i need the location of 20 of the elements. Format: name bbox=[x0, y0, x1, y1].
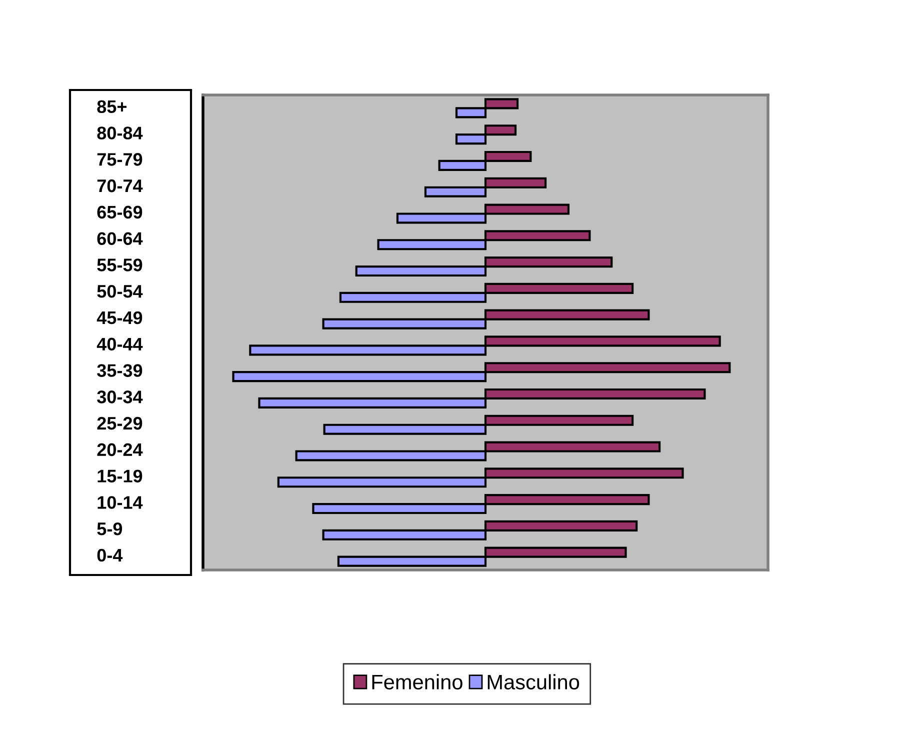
y-tick-label: 60-64 bbox=[97, 232, 143, 245]
legend-label: Femenino bbox=[372, 674, 462, 690]
y-tick-label: 65-69 bbox=[97, 206, 142, 219]
y-tick-label: 25-29 bbox=[97, 416, 142, 430]
y-tick-label: 50-54 bbox=[97, 284, 143, 298]
y-tick-label: 15-19 bbox=[98, 470, 142, 482]
y-tick-label: 45-49 bbox=[96, 311, 142, 324]
y-tick-label: 70-74 bbox=[97, 179, 143, 192]
y-tick-label: 75-79 bbox=[97, 153, 142, 166]
y-tick-label: 20-24 bbox=[97, 443, 143, 456]
y-tick-label: 0-4 bbox=[97, 548, 123, 562]
y-tick-label: 10-14 bbox=[98, 496, 143, 509]
y-tick-label: 35-39 bbox=[97, 364, 142, 377]
legend-label: Masculino bbox=[488, 674, 580, 690]
y-tick-label: 55-59 bbox=[97, 258, 142, 272]
y-tick-label: 30-34 bbox=[97, 390, 143, 404]
y-tick-label: 80-84 bbox=[97, 126, 143, 140]
y-tick-label: 5-9 bbox=[97, 522, 122, 536]
y-tick-label: 40-44 bbox=[96, 338, 143, 351]
y-tick-label: 85+ bbox=[97, 100, 127, 114]
